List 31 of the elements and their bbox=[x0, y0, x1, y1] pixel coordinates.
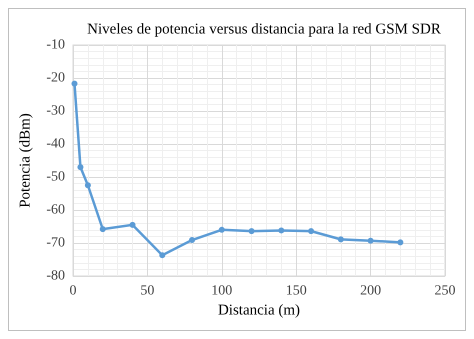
point bbox=[71, 80, 78, 87]
point bbox=[368, 238, 374, 244]
y-tick-label: -10 bbox=[46, 38, 65, 52]
x-tick-label: 0 bbox=[70, 284, 76, 298]
y-tick-label: -70 bbox=[46, 236, 65, 250]
point bbox=[159, 252, 166, 258]
y-tick-label: -40 bbox=[46, 136, 65, 152]
x-tick-label: 250 bbox=[434, 284, 456, 298]
x-tick-label: 150 bbox=[286, 284, 307, 298]
y-axis-title: Potencia (dBm) bbox=[18, 113, 34, 208]
point bbox=[100, 226, 106, 232]
y-tick-label: -20 bbox=[46, 70, 65, 86]
x-tick-label: 50 bbox=[140, 284, 154, 298]
point bbox=[130, 222, 136, 228]
point bbox=[308, 228, 314, 234]
point bbox=[189, 237, 196, 244]
y-tick-label: -60 bbox=[46, 202, 65, 218]
y-tick-label: -80 bbox=[46, 268, 65, 284]
point bbox=[248, 228, 255, 234]
point bbox=[338, 236, 344, 242]
point bbox=[278, 227, 284, 234]
x-tick-label: 100 bbox=[211, 284, 232, 298]
point bbox=[77, 164, 84, 170]
point bbox=[84, 182, 91, 188]
point bbox=[218, 226, 225, 233]
x-axis-title: Distancia (m) bbox=[218, 302, 300, 318]
x-tick-label: 200 bbox=[360, 284, 382, 298]
point bbox=[397, 239, 404, 246]
y-tick-label: -30 bbox=[46, 104, 65, 118]
chart-title: Niveles de potencia versus distancia para la red GSM SDR bbox=[87, 22, 441, 38]
y-tick-label: -50 bbox=[46, 170, 65, 184]
